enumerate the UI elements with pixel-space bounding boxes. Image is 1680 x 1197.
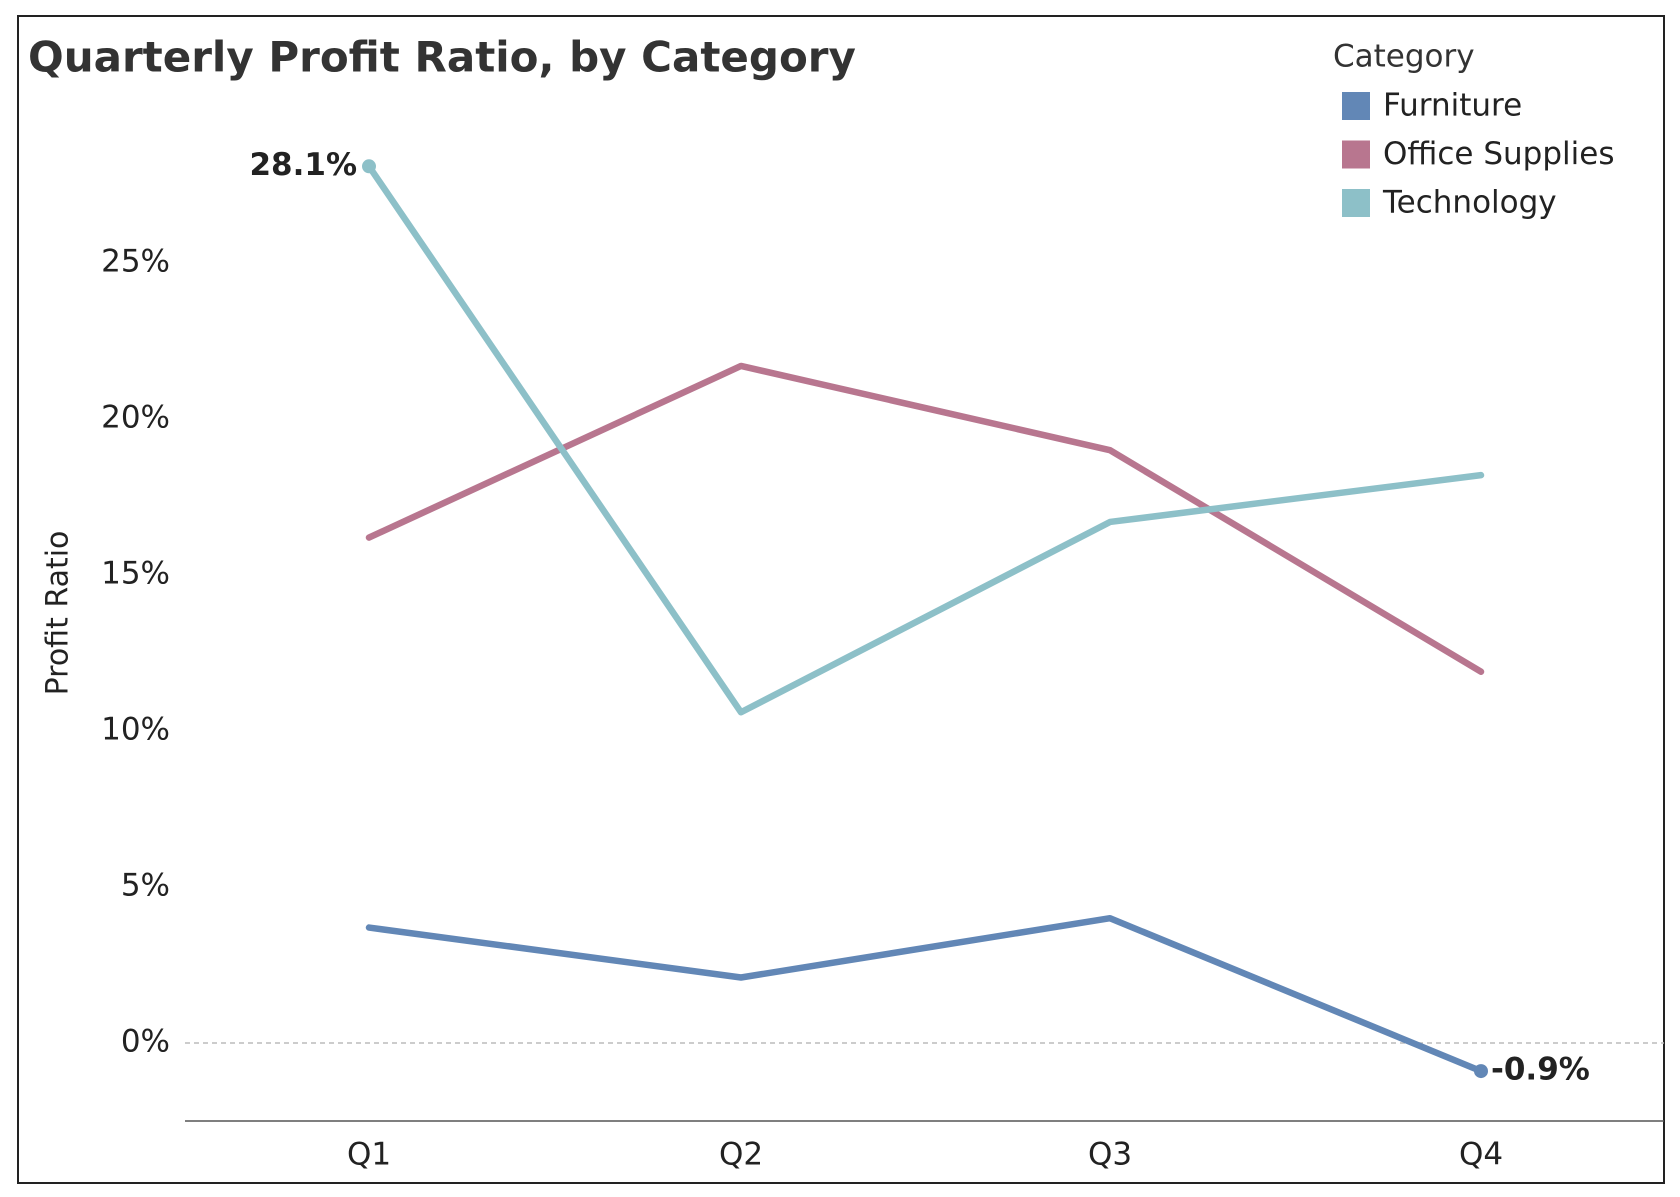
series-line: [365, 362, 1485, 675]
chart-title: Quarterly Profit Ratio, by Category: [28, 33, 856, 82]
legend-swatch: [1342, 92, 1370, 120]
legend-label: Furniture: [1383, 88, 1522, 124]
legend-swatch: [1342, 140, 1370, 169]
y-tick-label: 25%: [101, 244, 170, 280]
data-label: 28.1%: [249, 147, 357, 183]
series-line: [365, 914, 1485, 1075]
x-tick-label: Q2: [719, 1137, 763, 1173]
series-line: [365, 163, 1485, 716]
frame: [17, 15, 1665, 1184]
point: [362, 159, 376, 174]
legend-label: Office Supplies: [1383, 136, 1614, 172]
y-tick-label: 15%: [101, 556, 170, 592]
y-tick-label: 10%: [101, 712, 170, 748]
point: [1474, 1064, 1488, 1079]
legend-title: Category: [1333, 39, 1475, 75]
y-tick-label: 5%: [121, 868, 170, 904]
legend-label: Technology: [1382, 185, 1557, 221]
y-axis-title: Profit Ratio: [41, 531, 76, 696]
x-tick-label: Q3: [1088, 1137, 1132, 1173]
legend-swatch: [1342, 189, 1370, 217]
y-tick-label: 0%: [121, 1024, 170, 1060]
data-label: -0.9%: [1491, 1052, 1590, 1088]
y-tick-label: 20%: [101, 400, 170, 436]
x-tick-label: Q1: [347, 1137, 391, 1173]
x-tick-label: Q4: [1459, 1137, 1503, 1173]
